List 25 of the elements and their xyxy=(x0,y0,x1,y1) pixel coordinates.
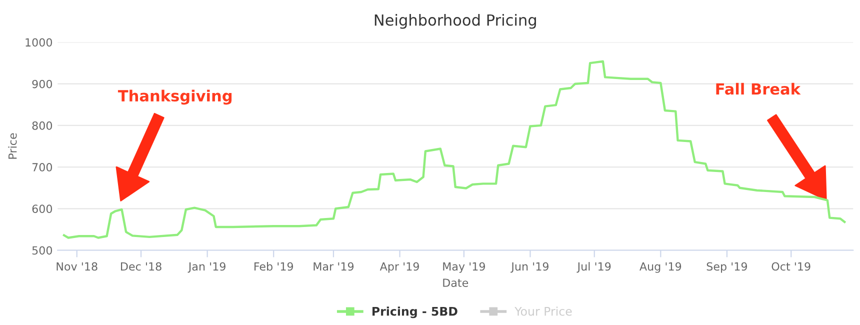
x-tick-label: Aug '19 xyxy=(640,262,682,273)
x-tick-label: Nov '18 xyxy=(56,262,98,271)
annotation: Fall Break xyxy=(716,82,801,95)
x-tick-label: Jul '19 xyxy=(576,262,611,273)
y-axis-title: Price xyxy=(8,133,17,159)
y-tick-label: 1000 xyxy=(26,38,52,47)
legend-label: Pricing - 5BD xyxy=(372,306,458,318)
x-tick-label: Feb '19 xyxy=(254,262,294,271)
x-axis-title: Date xyxy=(443,278,468,287)
y-tick-label: 600 xyxy=(32,204,52,214)
chart-title: Neighborhood Pricing xyxy=(374,14,536,29)
x-tick-label: Jan '19 xyxy=(188,262,226,273)
x-tick-label: Jun '19 xyxy=(510,262,548,273)
x-tick-label: Oct '19 xyxy=(772,262,810,271)
x-tick-label: Sep '19 xyxy=(706,262,748,273)
y-tick-label: 900 xyxy=(32,80,52,88)
x-tick-label: Dec '18 xyxy=(120,262,162,271)
x-tick-label: May '19 xyxy=(443,262,485,273)
line-series xyxy=(62,60,846,239)
y-tick-label: 800 xyxy=(32,121,52,130)
y-tick-label: 500 xyxy=(32,246,52,255)
y-tick-label: 700 xyxy=(32,163,52,172)
x-tick-label: Mar '19 xyxy=(314,262,354,271)
annotation: Thanksgiving xyxy=(118,90,232,105)
x-tick-label: Apr '19 xyxy=(380,262,419,273)
